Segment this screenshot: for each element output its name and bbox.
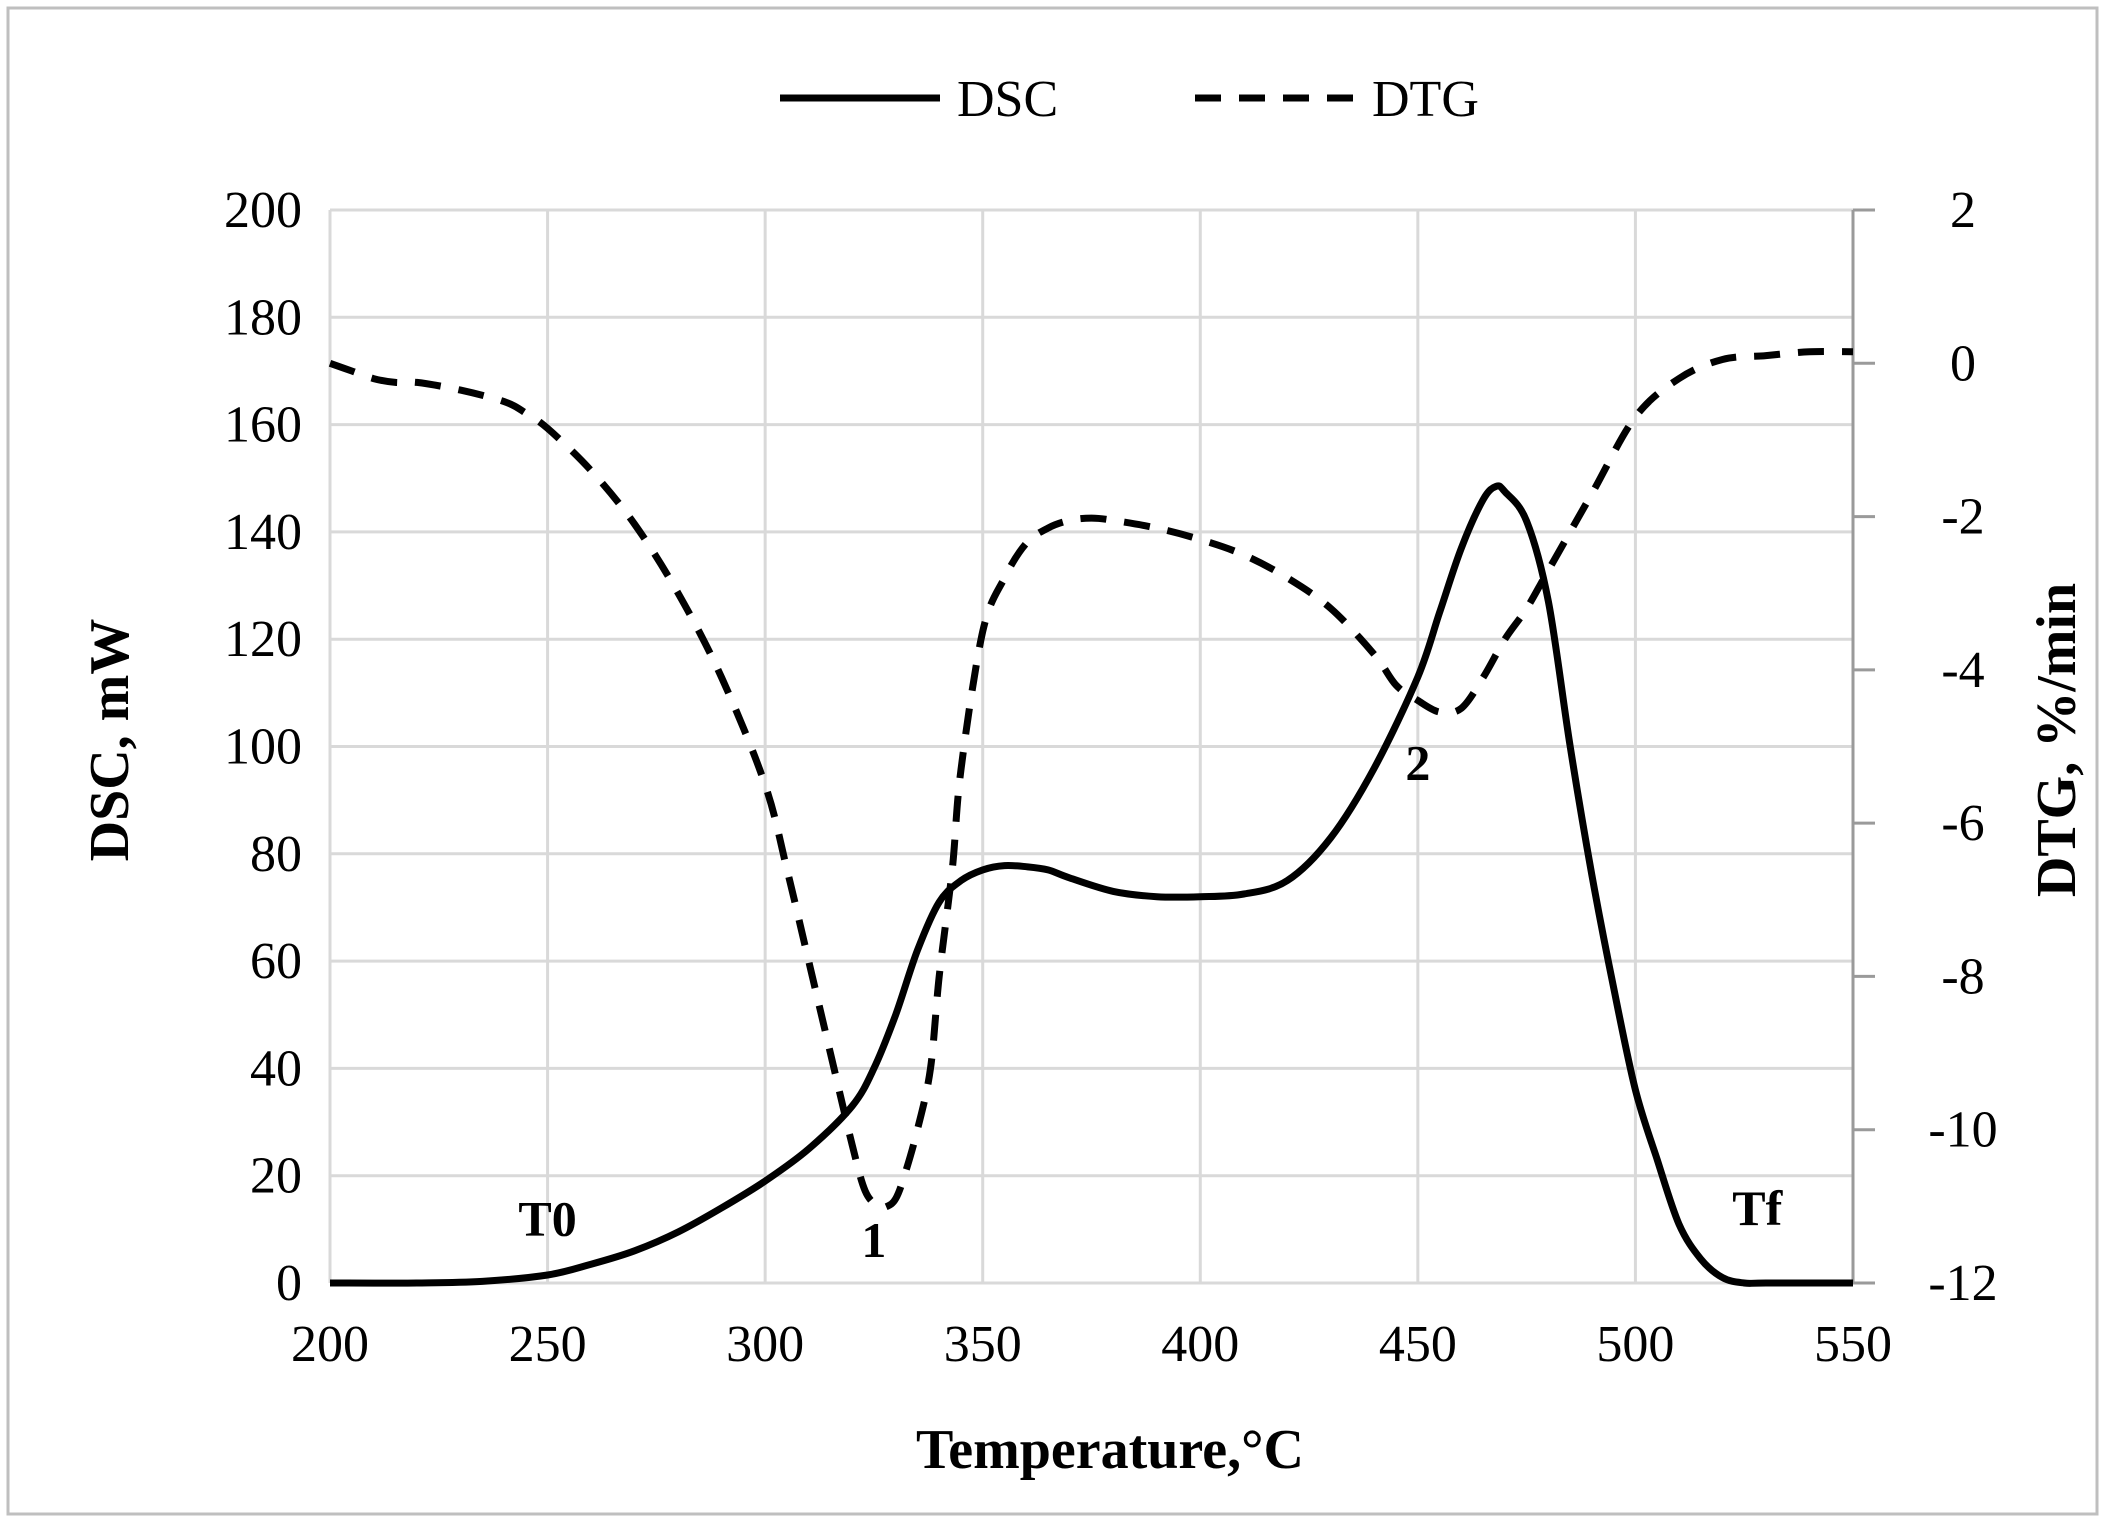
y2-tick-label: -12 [1928, 1255, 1997, 1312]
y2-tick-label: -6 [1941, 795, 1984, 852]
y2-tick-labels: -12 -10 -8 -6 -4 -2 0 2 [1928, 182, 1997, 1312]
y2-tick-label: -2 [1941, 489, 1984, 546]
y-tick-label: 20 [250, 1148, 302, 1205]
y-tick-label: 60 [250, 933, 302, 990]
legend-label-dsc: DSC [957, 71, 1058, 128]
y2-tick-label: -10 [1928, 1102, 1997, 1159]
y-tick-label: 160 [224, 397, 302, 454]
y2-tick-label: -8 [1941, 948, 1984, 1005]
y-axis-title: DSC, mW [79, 619, 141, 862]
x-tick-label: 300 [726, 1316, 804, 1373]
y-tick-label: 40 [250, 1040, 302, 1097]
annotations: T0 1 2 Tf [518, 735, 1783, 1268]
x-tick-label: 500 [1596, 1316, 1674, 1373]
annotation-label: T0 [518, 1191, 576, 1247]
series-line-dsc [329, 482, 1853, 1287]
legend-label-dtg: DTG [1372, 71, 1479, 128]
annotation-label: 1 [861, 1212, 886, 1268]
axes [328, 208, 1875, 1285]
legend: DSC DTG [780, 71, 1479, 128]
y-tick-label: 140 [224, 504, 302, 561]
y-tick-label: 0 [276, 1255, 302, 1312]
x-tick-label: 450 [1379, 1316, 1457, 1373]
x-tick-label: 400 [1161, 1316, 1239, 1373]
y-tick-label: 80 [250, 826, 302, 883]
x-tick-labels: 200 250 300 350 400 450 500 550 [291, 1316, 1892, 1373]
annotation-label: Tf [1732, 1180, 1783, 1236]
y-tick-label: 100 [224, 719, 302, 776]
y2-tick-label: 0 [1950, 335, 1976, 392]
series-group [328, 348, 1854, 1287]
y-tick-labels: 0 20 40 60 80 100 120 140 160 180 200 [224, 182, 302, 1312]
y2-axis-title: DTG, %/min [2026, 583, 2088, 897]
x-tick-label: 200 [291, 1316, 369, 1373]
gridlines [330, 208, 1853, 1283]
x-tick-label: 250 [509, 1316, 587, 1373]
y-tick-label: 120 [224, 611, 302, 668]
x-axis-title: Temperature,°C [916, 1419, 1304, 1481]
y-tick-label: 200 [224, 182, 302, 239]
x-tick-label: 350 [944, 1316, 1022, 1373]
y2-tick-label: 2 [1950, 182, 1976, 239]
outer-frame [6, 6, 2099, 1516]
y2-tick-label: -4 [1941, 642, 1984, 699]
annotation-label: 2 [1405, 735, 1430, 791]
x-tick-label: 550 [1814, 1316, 1892, 1373]
y-tick-label: 180 [224, 289, 302, 346]
